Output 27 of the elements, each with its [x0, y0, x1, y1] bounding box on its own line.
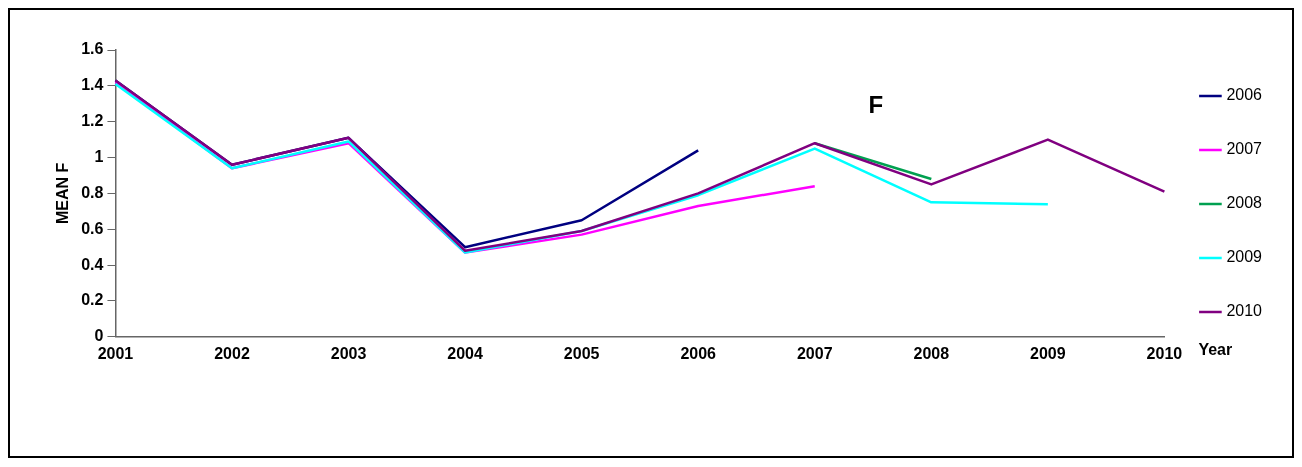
legend-label: 2007	[1226, 140, 1263, 158]
y-tick-label: 1.2	[81, 112, 104, 130]
x-tick-label: 2008	[913, 344, 950, 362]
y-tick-label: 1.4	[81, 76, 104, 94]
x-tick-label: 2001	[97, 344, 134, 362]
x-axis-title: Year	[1198, 341, 1233, 359]
y-tick-label: 1.6	[81, 40, 104, 58]
legend-label: 2009	[1226, 248, 1263, 266]
x-tick-label: 2004	[447, 344, 483, 362]
y-axis-title: MEAN F	[54, 162, 72, 225]
y-tick-label: 1	[94, 147, 104, 165]
x-tick-label: 2005	[563, 344, 600, 362]
legend-label: 2008	[1226, 194, 1263, 212]
x-tick-label: 2002	[214, 344, 250, 362]
legend-label: 2010	[1226, 302, 1263, 320]
y-tick-label: 0.4	[81, 255, 104, 273]
x-tick-label: 2007	[796, 344, 833, 362]
y-tick-label: 0.6	[81, 219, 104, 237]
x-tick-label: 2003	[330, 344, 367, 362]
y-tick-label: 0.2	[81, 291, 104, 309]
x-tick-label: 2010	[1146, 344, 1183, 362]
x-tick-label: 2006	[680, 344, 717, 362]
x-tick-label: 2009	[1030, 344, 1066, 362]
y-tick-label: 0	[94, 327, 104, 345]
legend-label: 2006	[1226, 86, 1263, 104]
text: F	[868, 90, 884, 118]
y-tick-label: 0.8	[81, 183, 104, 201]
